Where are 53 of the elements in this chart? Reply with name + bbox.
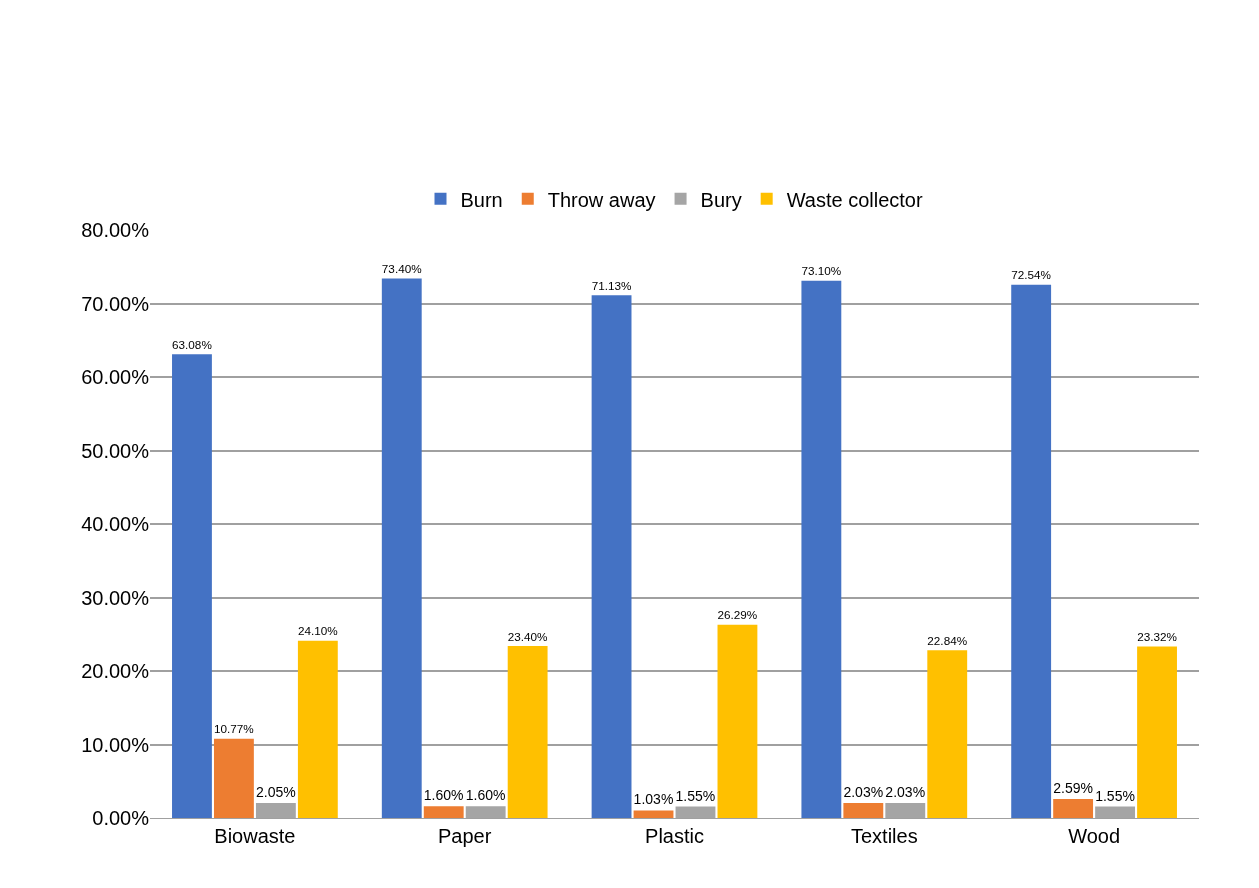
y-tick-label: 10.00%: [81, 733, 150, 756]
data-label: 1.55%: [675, 787, 716, 804]
x-tick-label: Paper: [438, 825, 492, 847]
data-label: 2.03%: [885, 784, 926, 801]
x-tick-label: Biowaste: [214, 825, 296, 847]
data-label: 2.05%: [255, 783, 296, 800]
bar: [507, 646, 548, 818]
data-label: 1.55%: [1095, 787, 1135, 804]
legend-label: Throw away: [547, 188, 656, 211]
data-label: 22.84%: [927, 633, 968, 647]
data-label: 26.29%: [717, 608, 758, 622]
y-tick-label: 80.00%: [81, 219, 150, 241]
y-tick-label: 0.00%: [92, 807, 150, 829]
data-label: 71.13%: [591, 278, 632, 292]
data-label: 1.60%: [423, 787, 464, 804]
data-label: 24.10%: [297, 624, 338, 638]
data-label: 2.03%: [843, 784, 884, 801]
x-tick-label: Plastic: [645, 825, 704, 847]
y-tick-label: 50.00%: [81, 439, 150, 462]
data-label: 1.60%: [465, 787, 506, 804]
data-label: 72.54%: [1011, 268, 1052, 282]
y-tick-label: 40.00%: [81, 513, 150, 535]
data-label: 23.40%: [507, 629, 548, 643]
data-label: 2.59%: [1053, 780, 1093, 797]
bar: [172, 354, 212, 818]
bar: [801, 280, 842, 818]
bar: [297, 640, 338, 818]
bar: [1053, 798, 1094, 818]
bar: [1137, 646, 1177, 818]
data-label: 73.40%: [381, 262, 422, 276]
x-tick-label: Wood: [1068, 825, 1121, 847]
bar: [843, 803, 884, 818]
bar: [1011, 284, 1052, 818]
bar: [927, 650, 968, 818]
data-label: 1.03%: [633, 791, 674, 808]
data-label: 10.77%: [214, 722, 254, 736]
y-tick-label: 70.00%: [81, 292, 150, 315]
bar: [381, 278, 422, 818]
bar: [633, 810, 674, 818]
data-label: 73.10%: [801, 264, 842, 278]
legend-label: Waste collector: [786, 188, 923, 211]
y-tick-label: 30.00%: [81, 586, 150, 609]
data-label: 23.32%: [1137, 630, 1177, 644]
data-label: 63.08%: [172, 337, 212, 351]
bar: [591, 295, 632, 818]
bar: [423, 806, 464, 818]
bar: [213, 738, 254, 818]
y-tick-label: 20.00%: [81, 660, 150, 682]
x-tick-label: Textiles: [850, 825, 918, 847]
bar: [717, 624, 758, 818]
legend-label: Bury: [700, 188, 742, 211]
legend-label: Burn: [460, 188, 503, 211]
y-tick-label: 60.00%: [81, 366, 150, 388]
